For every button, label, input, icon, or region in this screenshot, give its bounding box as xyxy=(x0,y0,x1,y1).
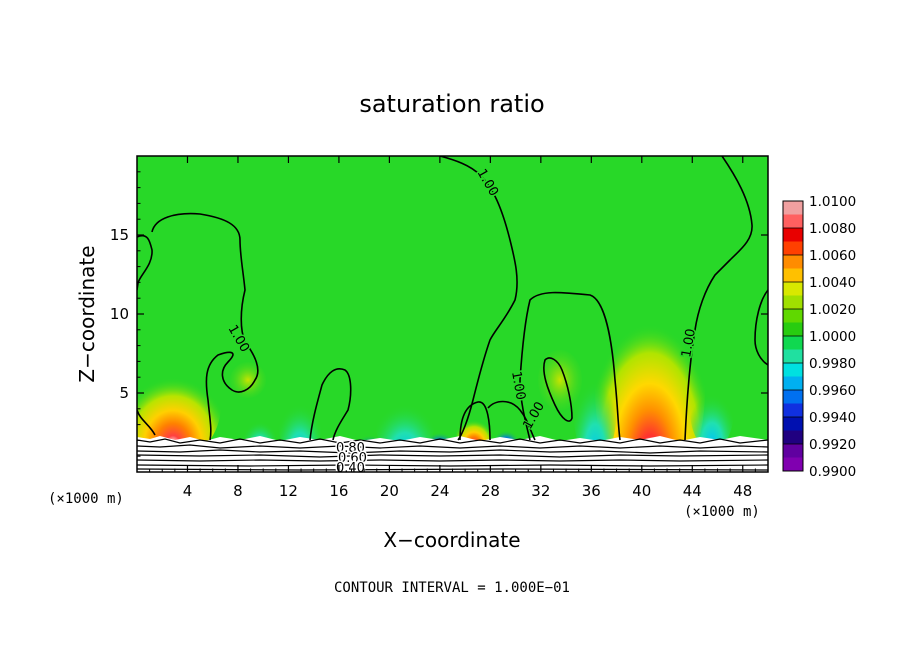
colorbar-swatch xyxy=(783,403,803,418)
x-unit-left: (×1000 m) xyxy=(48,491,124,507)
colorbar-swatch xyxy=(783,430,803,445)
x-tick-label: 4 xyxy=(183,482,193,500)
colorbar-label: 1.0000 xyxy=(809,329,856,345)
colorbar: 1.0100 1.0080 1.0060 1.0040 1.0020 1.0000 0.99… xyxy=(782,194,856,480)
y-axis: 5 10 15 xyxy=(110,171,768,457)
contour-label-mid: 1.00 xyxy=(508,370,528,401)
contour-line-top xyxy=(439,156,518,441)
x-tick-label: 20 xyxy=(380,482,399,500)
colorbar-swatch xyxy=(783,336,803,350)
colorbar-label: 0.9940 xyxy=(809,410,856,426)
contour-line-lobe-left xyxy=(151,212,259,441)
x-tick-label: 40 xyxy=(632,482,651,500)
colorbar-swatch xyxy=(783,282,803,296)
heatmap-plume-4km xyxy=(137,350,221,460)
contour-line-14km xyxy=(309,368,352,441)
colorbar-label: 0.9960 xyxy=(809,383,856,399)
colorbar-label: 1.0020 xyxy=(809,302,856,318)
colorbar-swatch xyxy=(783,241,803,256)
contour-line-34km-island xyxy=(543,357,573,422)
heatmap-plume-41km xyxy=(595,280,705,472)
heatmap-yellow-8km xyxy=(230,362,266,398)
y-tick-label: 15 xyxy=(110,226,129,244)
contour-label-060: 0.60 xyxy=(338,451,367,466)
x-tick-label: 36 xyxy=(582,482,601,500)
colorbar-swatch xyxy=(783,322,803,337)
heatmap-cyan-37km xyxy=(573,345,617,465)
colorbar-label: 1.0100 xyxy=(809,194,856,210)
y-tick-label: 10 xyxy=(110,305,129,323)
ground-region xyxy=(137,436,768,472)
colorbar-swatch xyxy=(783,228,803,242)
contour-line-plume-left xyxy=(137,409,156,436)
colorbar-swatch xyxy=(783,309,803,323)
colorbar-label: 0.9900 xyxy=(809,464,856,480)
x-tick-label: 8 xyxy=(233,482,243,500)
colorbar-label: 1.0040 xyxy=(809,275,856,291)
colorbar-swatch xyxy=(783,295,803,310)
colorbar-swatch xyxy=(783,444,803,458)
colorbar-swatch xyxy=(783,417,803,431)
x-tick-label: 44 xyxy=(683,482,702,500)
x-tick-label: 12 xyxy=(279,482,298,500)
colorbar-swatch xyxy=(783,390,803,404)
colorbar-swatch xyxy=(783,201,803,215)
x-axis: 4 8 12 16 20 24 28 32 36 40 44 48 xyxy=(149,156,756,500)
colorbar-label: 1.0060 xyxy=(809,248,856,264)
colorbar-swatch xyxy=(783,457,803,472)
x-tick-label: 16 xyxy=(329,482,348,500)
colorbar-swatch xyxy=(783,376,803,391)
x-tick-label: 24 xyxy=(430,482,449,500)
contour-label-080: 0.80 xyxy=(336,441,365,456)
colorbar-label: 0.9920 xyxy=(809,437,856,453)
plot-area xyxy=(137,156,768,472)
contour-line-left xyxy=(137,234,153,291)
heatmap-yellow-34km xyxy=(538,350,582,410)
y-axis-label: Z−coordinate xyxy=(75,245,99,382)
x-tick-label: 28 xyxy=(481,482,500,500)
chart-title: saturation ratio xyxy=(359,90,544,118)
contour-label-040: 0.40 xyxy=(336,461,365,476)
contour-line-top-right xyxy=(684,156,753,441)
colorbar-swatch xyxy=(783,349,803,364)
x-axis-label: X−coordinate xyxy=(383,528,520,552)
contour-interval-note: CONTOUR INTERVAL = 1.000E−01 xyxy=(334,580,570,596)
colorbar-label: 1.0080 xyxy=(809,221,856,237)
contour-lines xyxy=(137,156,768,441)
lower-contours xyxy=(137,438,768,471)
heatmap-cyan-45km xyxy=(690,370,734,450)
x-tick-label: 48 xyxy=(733,482,752,500)
x-unit-right: (×1000 m) xyxy=(684,504,760,520)
colorbar-swatch xyxy=(783,268,803,283)
colorbar-swatch xyxy=(783,214,803,229)
y-tick-label: 5 xyxy=(119,384,129,402)
contour-label-right: 1.00 xyxy=(679,328,699,359)
contour-line-30km-arc xyxy=(519,291,621,441)
contour-line-27km xyxy=(459,401,491,441)
contour-line-right-edge xyxy=(754,289,768,366)
colorbar-swatch xyxy=(783,255,803,269)
contour-line-29km xyxy=(487,400,536,441)
colorbar-label: 0.9980 xyxy=(809,356,856,372)
x-tick-label: 32 xyxy=(531,482,550,500)
colorbar-swatch xyxy=(783,363,803,377)
